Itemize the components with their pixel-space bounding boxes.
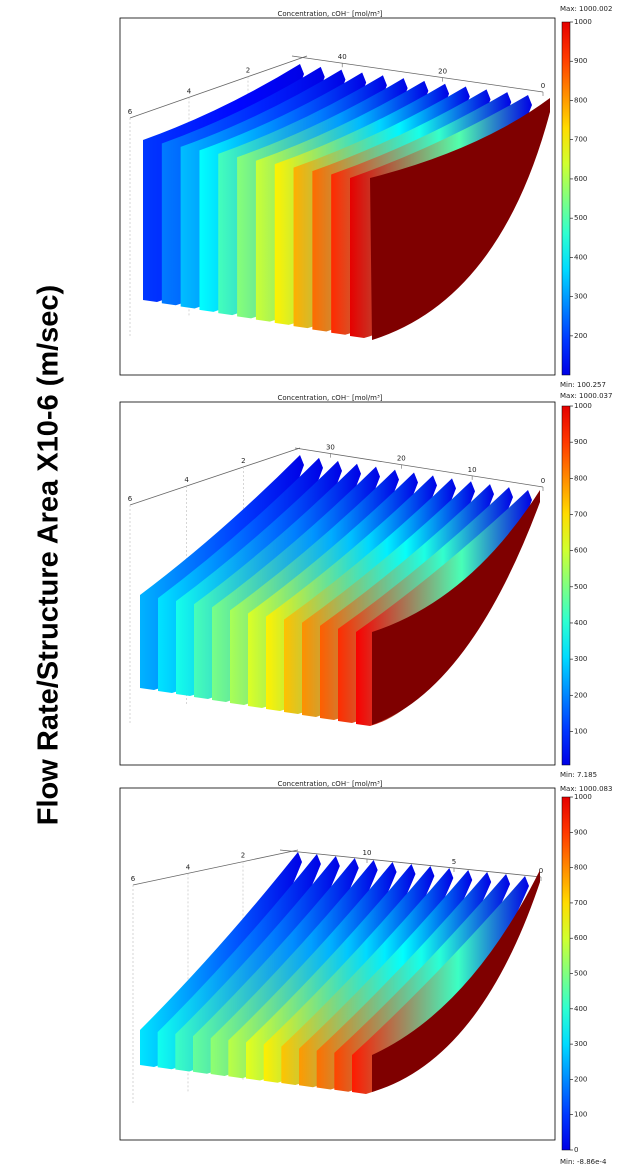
colorbar xyxy=(561,21,571,376)
slice xyxy=(372,870,540,1092)
colorbar-tick-label: 200 xyxy=(574,1075,587,1083)
colorbar-tick-label: 800 xyxy=(574,96,587,104)
colorbar-tick-label: 900 xyxy=(574,828,587,836)
colorbar-tick-label: 400 xyxy=(574,253,587,261)
max-label: Max: 1000.083 xyxy=(560,785,612,793)
colorbar-tick-label: 800 xyxy=(574,864,587,872)
colorbar-tick-label: 200 xyxy=(574,691,587,699)
colorbar-tick-label: 400 xyxy=(574,619,587,627)
colorbar-tick-label: 0 xyxy=(574,1146,578,1154)
colorbar-tick-label: 500 xyxy=(574,214,587,222)
colorbar-tick-label: 900 xyxy=(574,438,587,446)
colorbar-tick-label: 900 xyxy=(574,57,587,65)
y-axis-label: Flow Rate/Structure Area X10-6 (m/sec) xyxy=(33,285,65,825)
plot-title: Concentration, cOH⁻ [mol/m³] xyxy=(277,10,382,18)
plot-title: Concentration, cOH⁻ [mol/m³] xyxy=(277,394,382,402)
y-tick-label: 20 xyxy=(438,68,447,76)
axis-line xyxy=(279,849,542,878)
colorbar-tick-label: 100 xyxy=(574,727,587,735)
y-tick-label: 10 xyxy=(468,466,477,474)
y-tick-label: 30 xyxy=(326,444,335,452)
colorbar-tick-label: 600 xyxy=(574,547,587,555)
colorbar-tick-label: 300 xyxy=(574,293,587,301)
colorbar-tick-label: 700 xyxy=(574,899,587,907)
y-tick-label: 5 xyxy=(452,858,456,866)
x-tick-label: 4 xyxy=(184,476,189,484)
y-tick-label: 10 xyxy=(363,849,372,857)
axis-line xyxy=(132,849,299,886)
min-label: Min: 100.257 xyxy=(560,381,606,389)
x-tick-label: 4 xyxy=(186,863,191,871)
colorbar-tick-label: 600 xyxy=(574,934,587,942)
axis-line xyxy=(129,447,301,506)
x-tick-label: 4 xyxy=(187,87,192,95)
colorbar-tick-label: 300 xyxy=(574,655,587,663)
x-tick-label: 6 xyxy=(128,108,133,116)
x-tick-label: 6 xyxy=(131,875,136,883)
colorbar-tick-label: 300 xyxy=(574,1040,587,1048)
colorbar-tick-label: 400 xyxy=(574,1005,587,1013)
slice xyxy=(352,876,529,1094)
y-tick-label: 40 xyxy=(338,53,347,61)
colorbar-tick-label: 700 xyxy=(574,510,587,518)
x-tick-label: 2 xyxy=(246,67,250,75)
colorbar xyxy=(561,405,571,766)
y-tick-label: 0 xyxy=(541,82,545,90)
plot-title: Concentration, cOH⁻ [mol/m³] xyxy=(277,780,382,788)
y-tick-label: 0 xyxy=(541,477,545,485)
min-label: Min: -8.86e-4 xyxy=(560,1158,607,1166)
colorbar-tick-label: 500 xyxy=(574,970,587,978)
colorbar-tick-label: 500 xyxy=(574,583,587,591)
colorbar-tick-label: 700 xyxy=(574,136,587,144)
colorbar-tick-label: 600 xyxy=(574,175,587,183)
colorbar-tick-label: 100 xyxy=(574,1111,587,1119)
colorbar-tick-label: 800 xyxy=(574,474,587,482)
colorbar-tick-label: 1000 xyxy=(574,402,592,410)
min-label: Min: 7.185 xyxy=(560,771,597,779)
axis-line xyxy=(129,55,308,119)
slice xyxy=(372,490,540,725)
y-tick-label: 20 xyxy=(397,455,406,463)
axis-line xyxy=(294,447,544,488)
colorbar-tick-label: 1000 xyxy=(574,793,592,801)
x-tick-label: 2 xyxy=(241,852,245,860)
max-label: Max: 1000.037 xyxy=(560,392,612,400)
x-tick-label: 2 xyxy=(241,457,245,465)
slice xyxy=(370,98,550,340)
colorbar-tick-label: 1000 xyxy=(574,18,592,26)
colorbar-tick-label: 200 xyxy=(574,332,587,340)
colorbar xyxy=(561,796,571,1151)
y-tick-label: 0 xyxy=(539,867,543,875)
max-label: Max: 1000.002 xyxy=(560,5,612,13)
axis-line xyxy=(291,55,544,93)
x-tick-label: 6 xyxy=(128,495,133,503)
